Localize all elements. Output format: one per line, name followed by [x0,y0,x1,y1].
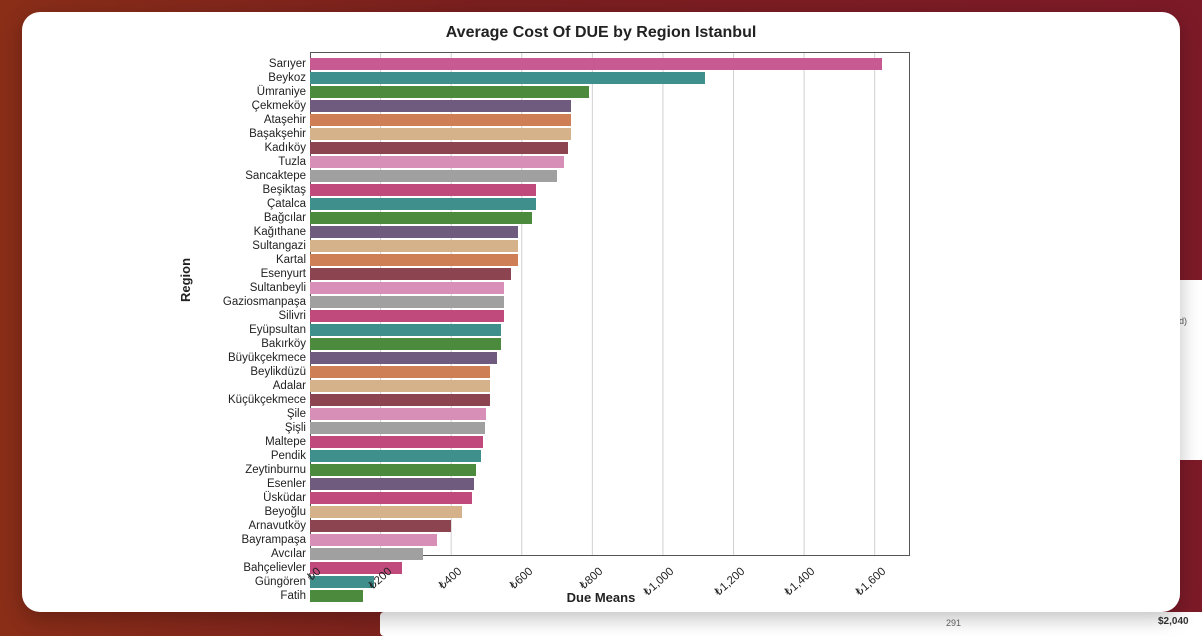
category-label: Beyoğlu [136,506,306,518]
bar-kağıthane [310,226,518,238]
category-label: Bahçelievler [136,562,306,574]
bar-eyüpsultan [310,324,501,336]
category-label: Çekmeköy [136,100,306,112]
bar-sultangazi [310,240,518,252]
category-label: Başakşehir [136,128,306,140]
category-label: Şile [136,408,306,420]
category-label: Çatalca [136,198,306,210]
bar-beykoz [310,72,705,84]
bar-büyükçekmece [310,352,497,364]
category-label: Bağcılar [136,212,306,224]
category-label: Sultanbeyli [136,282,306,294]
bar-ataşehir [310,114,571,126]
category-label: Güngören [136,576,306,588]
category-label: Eyüpsultan [136,324,306,336]
bar-çekmeköy [310,100,571,112]
bar-bayrampaşa [310,534,437,546]
category-label: Maltepe [136,436,306,448]
category-label: Beşiktaş [136,184,306,196]
category-label: Kağıthane [136,226,306,238]
bar-bakırköy [310,338,501,350]
category-label: Üsküdar [136,492,306,504]
bar-beyoğlu [310,506,462,518]
bar-şişli [310,422,485,434]
category-label: Gaziosmanpaşa [136,296,306,308]
category-label: Büyükçekmece [136,352,306,364]
category-label: Esenyurt [136,268,306,280]
bar-kartal [310,254,518,266]
bar-sancaktepe [310,170,557,182]
category-label: Ümraniye [136,86,306,98]
category-label: Küçükçekmece [136,394,306,406]
category-label: Beylikdüzü [136,366,306,378]
bar-kadıköy [310,142,568,154]
bar-esenler [310,478,474,490]
category-label: Pendik [136,450,306,462]
category-label: Esenler [136,478,306,490]
bar-avcılar [310,548,423,560]
bar-ümraniye [310,86,589,98]
background-fragment-bottom [380,612,1202,636]
category-label: Avcılar [136,548,306,560]
bar-çatalca [310,198,536,210]
stray-number-291: 291 [946,618,961,628]
category-label: Kartal [136,254,306,266]
bar-tuzla [310,156,564,168]
category-label: Şişli [136,422,306,434]
bar-arnavutköy [310,520,451,532]
bar-beylikdüzü [310,366,490,378]
bar-maltepe [310,436,483,448]
bar-başakşehir [310,128,571,140]
bar-küçükçekmece [310,394,490,406]
bar-adalar [310,380,490,392]
category-label: Bakırköy [136,338,306,350]
category-label: Beykoz [136,72,306,84]
category-label: Bayrampaşa [136,534,306,546]
chart-title: Average Cost Of DUE by Region Istanbul [22,24,1180,42]
category-label: Sultangazi [136,240,306,252]
bar-gaziosmanpaşa [310,296,504,308]
bar-zeytinburnu [310,464,476,476]
bar-pendik [310,450,481,462]
bar-silivri [310,310,504,322]
stray-dollar-value: $2,040 [1158,616,1189,627]
bar-şile [310,408,486,420]
category-label: Sarıyer [136,58,306,70]
bar-bağcılar [310,212,532,224]
category-label: Ataşehir [136,114,306,126]
category-label: Kadıköy [136,142,306,154]
bar-beşiktaş [310,184,536,196]
bar-esenyurt [310,268,511,280]
category-label: Adalar [136,380,306,392]
category-label: Tuzla [136,156,306,168]
category-label: Silivri [136,310,306,322]
chart-plot-area: SarıyerBeykozÜmraniyeÇekmeköyAtaşehirBaş… [310,52,910,556]
chart-card: Average Cost Of DUE by Region Istanbul R… [22,12,1180,612]
bar-sarıyer [310,58,882,70]
category-label: Sancaktepe [136,170,306,182]
bar-üsküdar [310,492,472,504]
category-label: Arnavutköy [136,520,306,532]
category-label: Zeytinburnu [136,464,306,476]
bar-sultanbeyli [310,282,504,294]
